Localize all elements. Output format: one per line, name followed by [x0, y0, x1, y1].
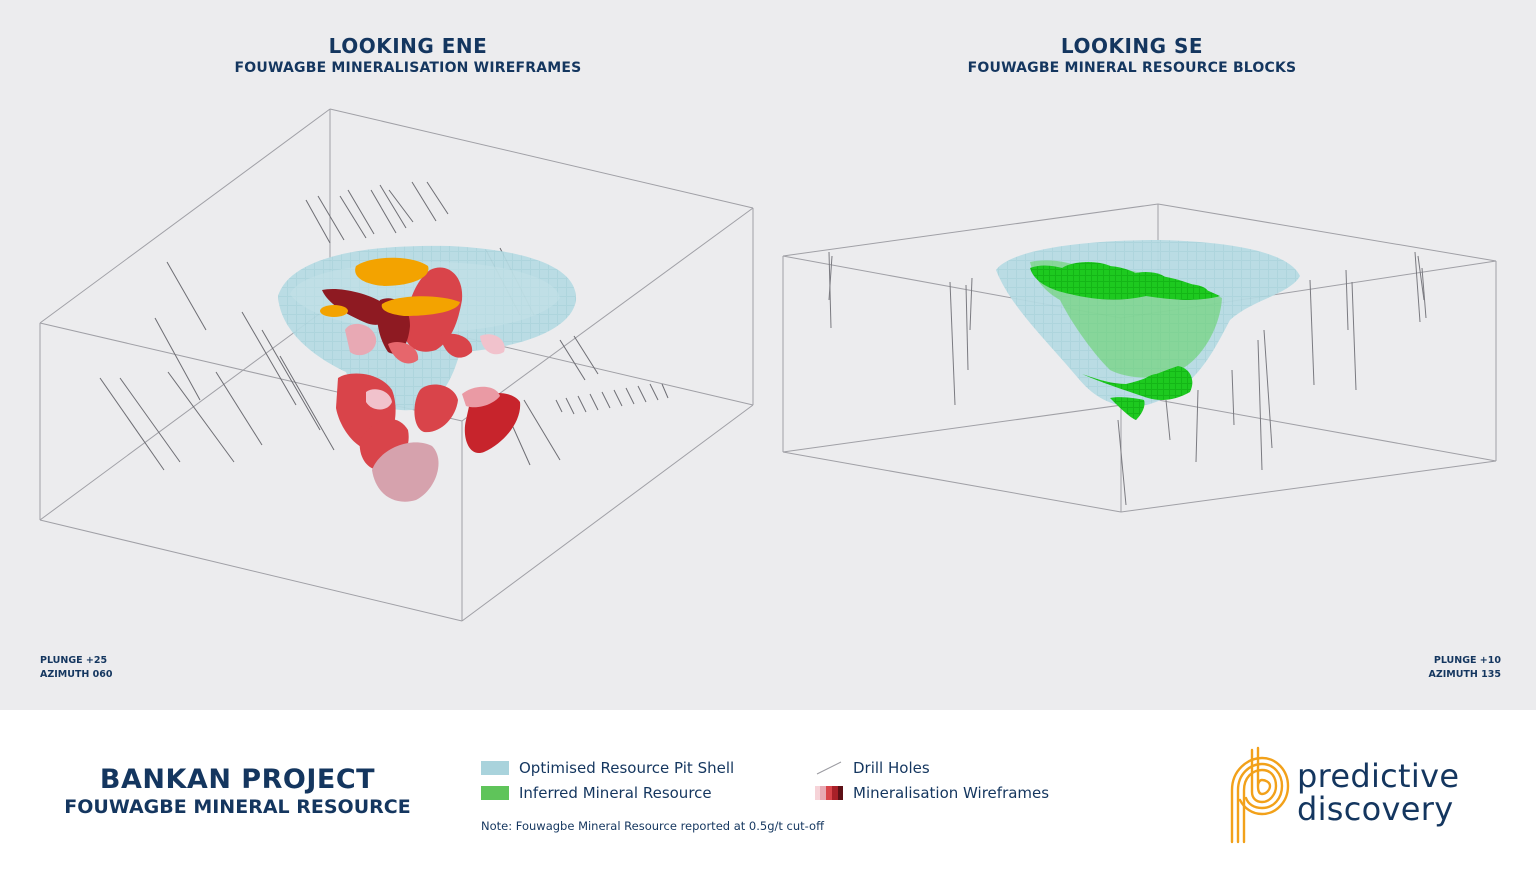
left-view-heading: LOOKING ENE: [328, 34, 488, 58]
right-drill-holes: [828, 251, 1427, 506]
project-title: BANKAN PROJECT: [99, 764, 376, 795]
cutoff-note: Note: Fouwagbe Mineral Resource reported…: [481, 819, 825, 833]
inferred-swatch: [481, 786, 509, 800]
legend-drill-holes-label: Drill Holes: [853, 759, 930, 777]
project-subtitle: FOUWAGBE MINERAL RESOURCE: [64, 796, 411, 818]
right-orientation: PLUNGE +10 AZIMUTH 135: [1428, 654, 1501, 682]
drill-hole-icon: [816, 761, 842, 775]
right-plunge: PLUNGE +10: [1433, 655, 1501, 666]
left-view-subheading: FOUWAGBE MINERALISATION WIREFRAMES: [234, 60, 582, 76]
legend-wireframes-label: Mineralisation Wireframes: [853, 784, 1050, 802]
left-azimuth: AZIMUTH 060: [40, 669, 113, 680]
left-gold-lenses: [320, 257, 460, 317]
logo-line-2: discovery: [1297, 790, 1454, 828]
right-view-heading: LOOKING SE: [1060, 34, 1204, 58]
legend-inferred-label: Inferred Mineral Resource: [519, 784, 712, 802]
left-3d-view: [39, 108, 754, 622]
left-plunge: PLUNGE +25: [40, 655, 108, 666]
right-view-subheading: FOUWAGBE MINERAL RESOURCE BLOCKS: [967, 60, 1297, 76]
scene-canvas: [39, 108, 1497, 622]
viewer-panel: [0, 0, 1536, 710]
right-azimuth: AZIMUTH 135: [1428, 669, 1501, 680]
right-3d-view: [782, 203, 1497, 513]
logo-wordmark: predictive discovery: [1297, 760, 1459, 826]
predictive-discovery-logo-icon: [1230, 746, 1290, 844]
project-title-block: BANKAN PROJECT FOUWAGBE MINERAL RESOURCE: [40, 764, 435, 818]
right-inferred-resource-blocks: [1030, 260, 1222, 420]
pit-shell-swatch: [481, 761, 509, 775]
legend-pit-shell-label: Optimised Resource Pit Shell: [519, 759, 735, 777]
legend-inferred: Inferred Mineral Resource: [481, 784, 712, 802]
left-view-title: LOOKING ENE FOUWAGBE MINERALISATION WIRE…: [208, 34, 608, 76]
legend-wireframes: Mineralisation Wireframes: [815, 784, 1049, 802]
wireframe-gradient-swatch: [815, 786, 843, 800]
legend-pit-shell: Optimised Resource Pit Shell: [481, 759, 734, 777]
legend-drill-holes: Drill Holes: [815, 759, 930, 777]
right-view-title: LOOKING SE FOUWAGBE MINERAL RESOURCE BLO…: [932, 34, 1332, 76]
logo-line-1: predictive: [1297, 757, 1460, 795]
left-mineralisation-wireframes: [322, 267, 521, 502]
left-orientation: PLUNGE +25 AZIMUTH 060: [40, 654, 113, 682]
